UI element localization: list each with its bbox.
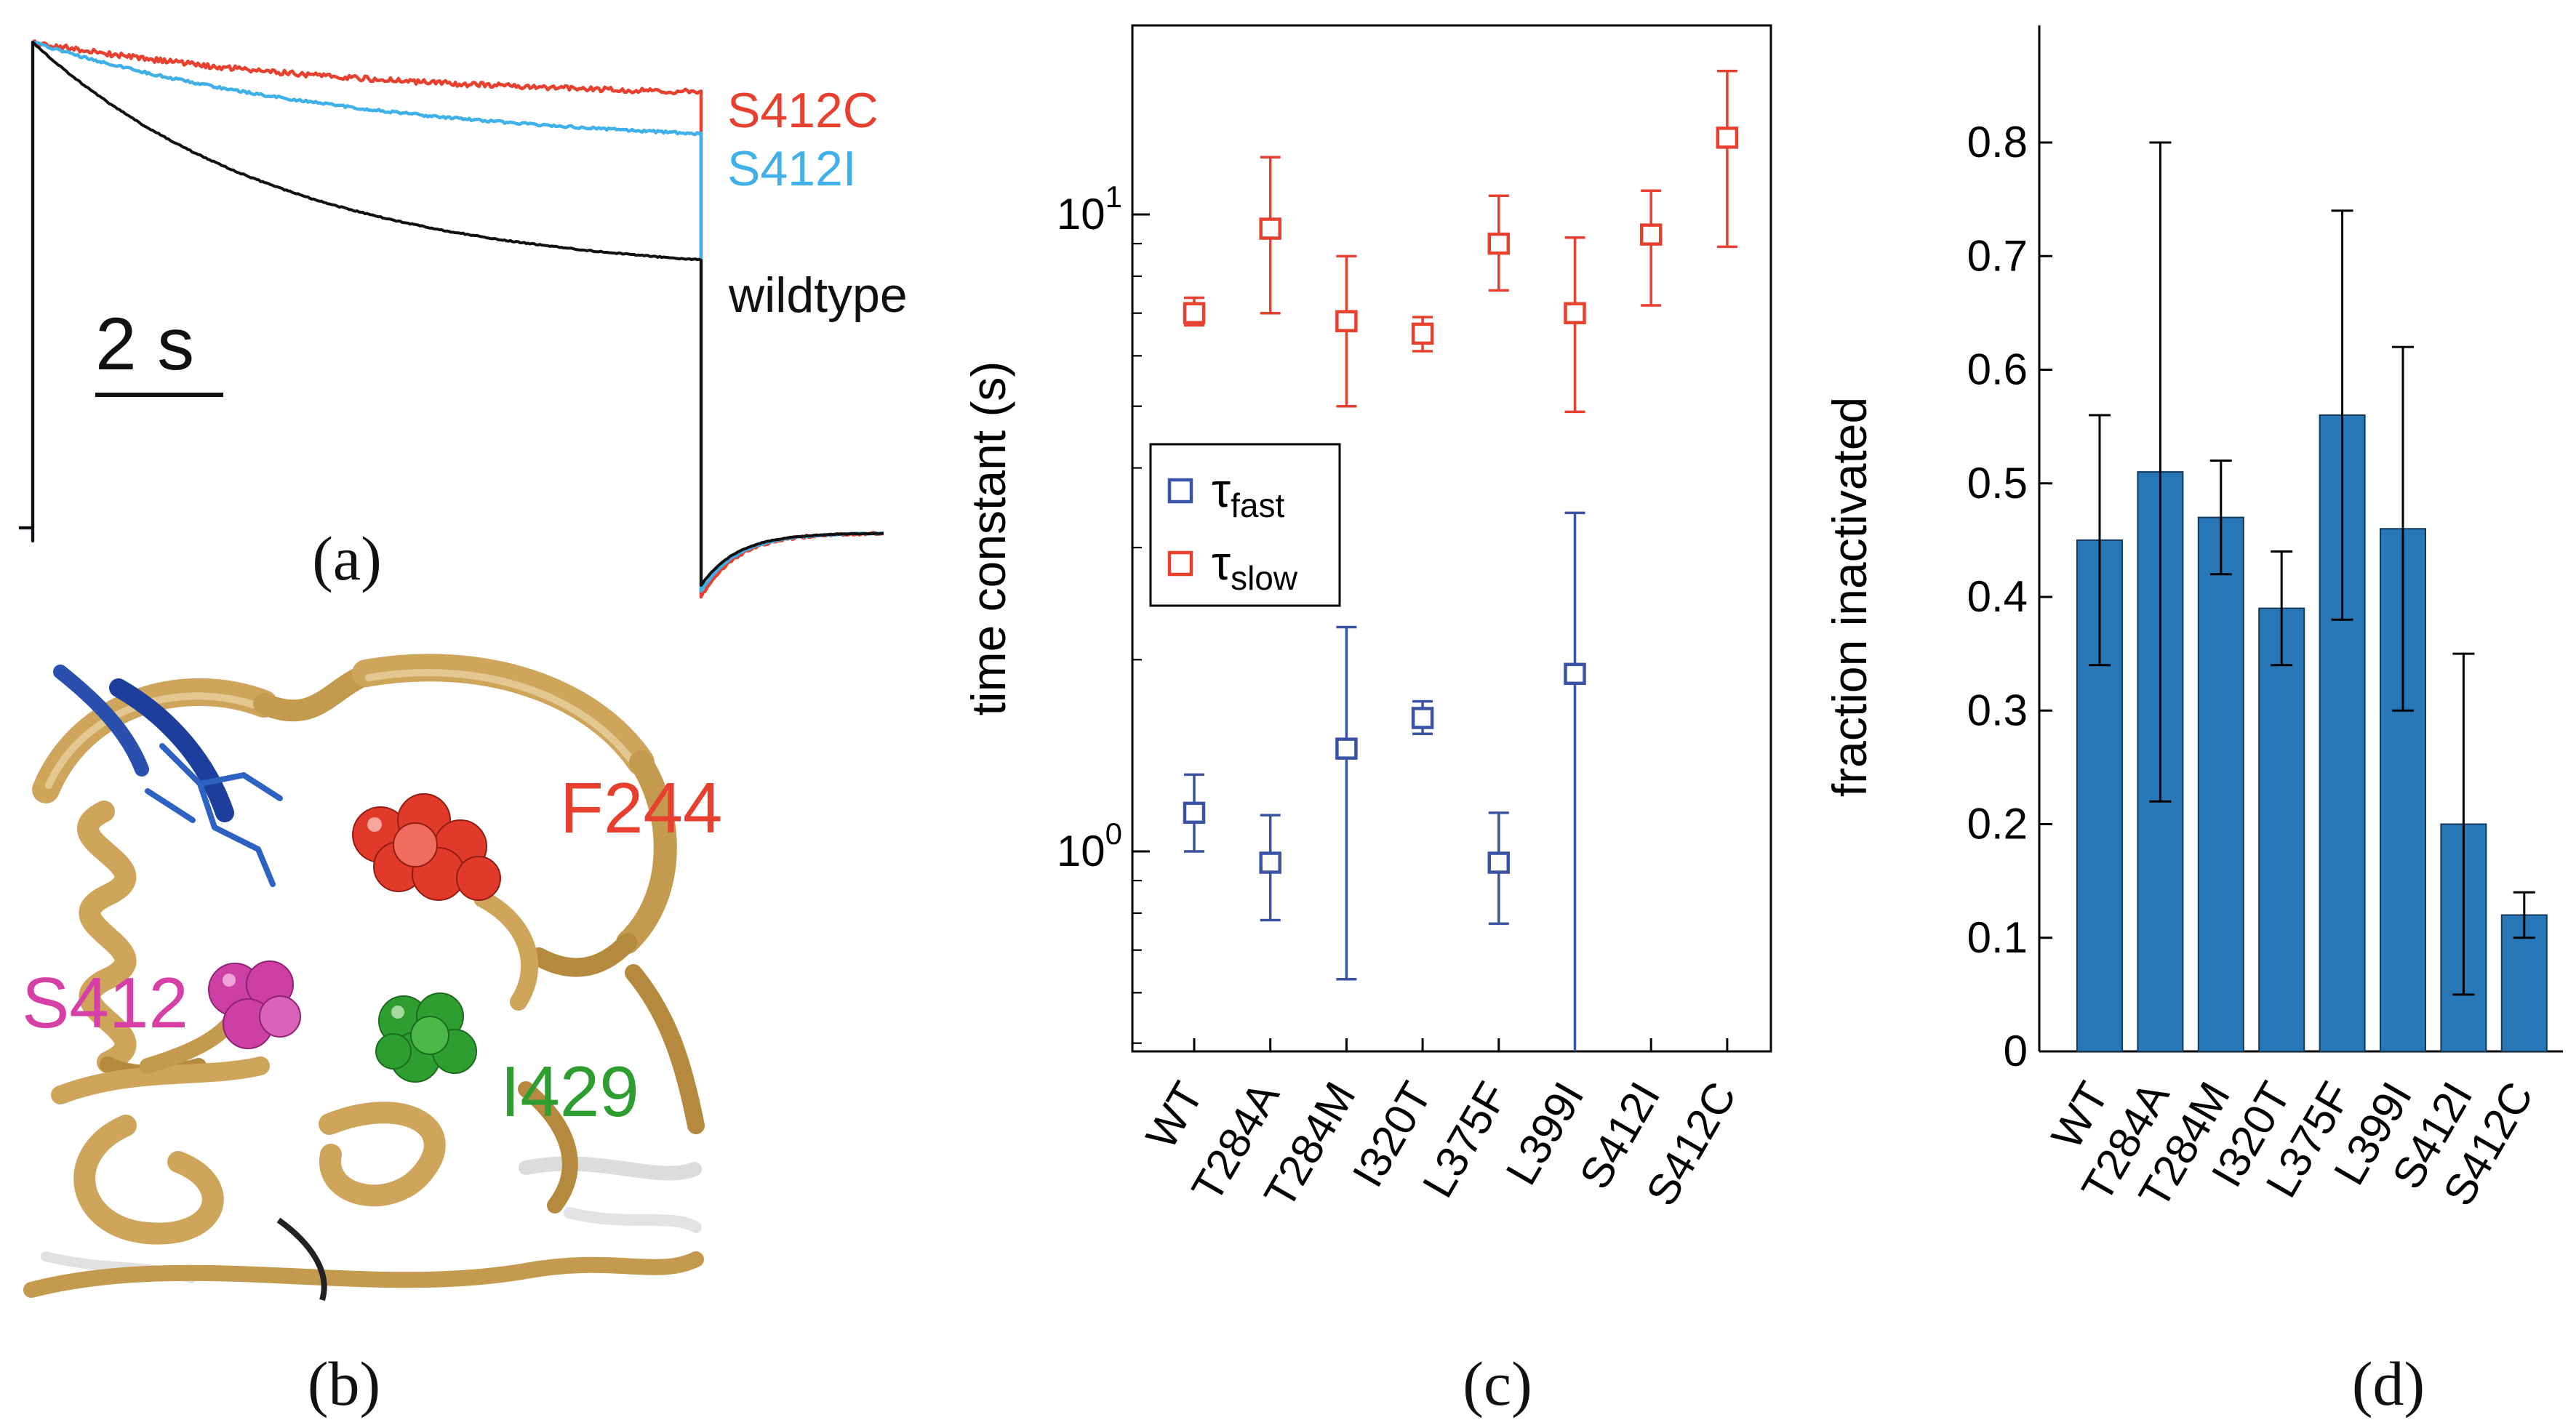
blue-stick-sidechains: [145, 743, 283, 887]
marker-tau_slow-L399I: [1564, 302, 1586, 324]
y-axis-label: fraction inactivated: [1823, 397, 1876, 797]
trace-S412I: [19, 40, 884, 593]
protein-structure-image: [23, 654, 705, 1301]
residue-label-s412: S412: [22, 963, 188, 1043]
loop-strand: [276, 1217, 327, 1301]
residue-label-f244: F244: [560, 768, 723, 848]
marker-tau_slow-T284M: [1335, 310, 1358, 332]
bars: [2076, 141, 2548, 1052]
legend-box: [1149, 443, 1341, 607]
residue-label-i429: I429: [500, 1051, 639, 1131]
legend-label-tau_fast: τfast: [1212, 463, 1284, 524]
y-tick-label: 0.5: [1967, 459, 2028, 508]
marker-tau_slow-I320T: [1411, 322, 1434, 345]
panel-label-a: (a): [312, 524, 382, 593]
s412-spheres: [208, 960, 301, 1049]
blue-helix-cartoon: [53, 665, 234, 822]
legend-label-tau_slow: τslow: [1212, 536, 1298, 597]
y-tick-label: 0.2: [1967, 800, 2028, 849]
y-tick-label: 0.8: [1967, 118, 2028, 167]
marker-tau_fast-T284M: [1335, 737, 1358, 760]
fraction-inactivated-plot: 00.10.20.30.40.50.60.70.8WTT284AT284MI32…: [1823, 25, 2563, 1216]
marker-tau_slow-S412C: [1716, 127, 1739, 149]
panel-label-c: (c): [1463, 1349, 1532, 1419]
scale-bar-label: 2 s: [95, 302, 195, 385]
trace-wildtype: [19, 41, 884, 587]
y-tick-label: 0.3: [1967, 686, 2028, 734]
trace-label-s412c: S412C: [727, 83, 879, 138]
series-tau_fast: [1183, 511, 1586, 1051]
legend-marker-tau_fast: [1167, 478, 1193, 504]
y-tick-label: 0.6: [1967, 345, 2028, 394]
marker-tau_fast-WT: [1183, 801, 1206, 825]
bar-I320T: [2258, 607, 2305, 1052]
marker-tau_slow-L375F: [1487, 232, 1511, 255]
current-traces-plot: [19, 39, 884, 599]
y-tick-label: 101: [1057, 180, 1122, 238]
y-tick-label: 0.1: [1967, 913, 2028, 962]
marker-tau_fast-L399I: [1564, 662, 1586, 686]
bar-T284M: [2197, 516, 2244, 1052]
series-tau_slow: [1183, 69, 1739, 414]
marker-tau_fast-I320T: [1411, 707, 1434, 729]
panel-label-b: (b): [307, 1349, 381, 1419]
legend-marker-tau_slow: [1167, 550, 1193, 577]
trace-S412C: [19, 39, 884, 599]
trace-label-wildtype: wildtype: [729, 268, 908, 323]
y-axis-label: time constant (s): [961, 361, 1015, 716]
panel-label-d: (d): [2351, 1349, 2425, 1419]
f244-spheres: [352, 793, 501, 901]
y-tick-label: 0: [2004, 1027, 2028, 1075]
y-minor-ticks: [1132, 242, 1142, 1044]
marker-tau_fast-T284A: [1259, 851, 1281, 874]
time-constant-plot: 100101WTT284AT284MI320TL375FL399IS412IS4…: [961, 24, 1772, 1216]
marker-tau_slow-WT: [1183, 302, 1206, 324]
trace-label-s412i: S412I: [727, 141, 857, 196]
marker-tau_slow-S412I: [1639, 223, 1663, 246]
y-tick-label: 100: [1057, 817, 1122, 875]
scale-bar-line: [95, 393, 223, 397]
marker-tau_fast-L375F: [1487, 851, 1511, 874]
axes-box: [1131, 24, 1772, 1053]
marker-tau_slow-T284A: [1259, 217, 1281, 240]
y-tick-label: 0.4: [1967, 572, 2028, 621]
i429-spheres: [375, 992, 477, 1083]
y-tick-label: 0.7: [1967, 231, 2028, 280]
